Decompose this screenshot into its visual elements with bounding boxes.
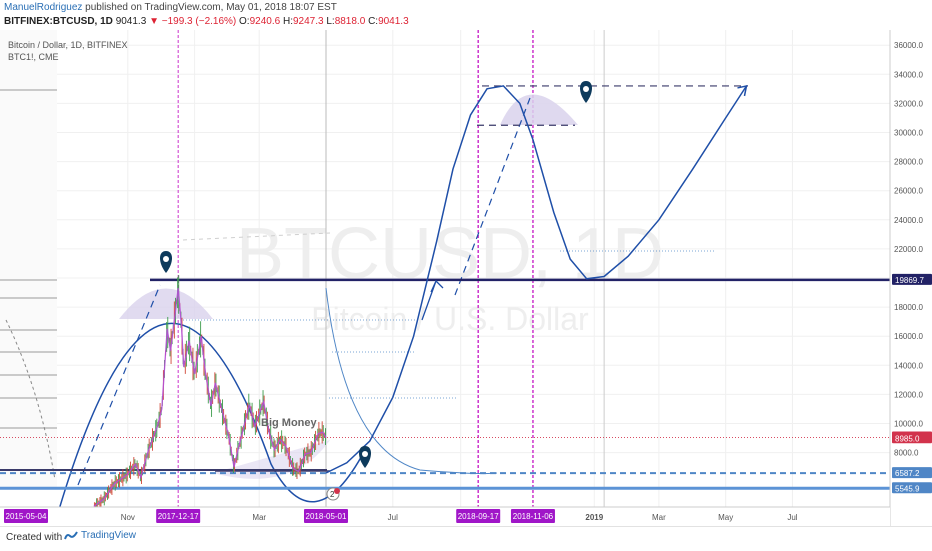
down-arrow-icon: ▼	[149, 16, 159, 27]
last-price: 9041.3	[115, 16, 147, 27]
legend-sub: BTC1!, CME	[8, 52, 59, 62]
y-tick-label: 36000.0	[894, 41, 923, 50]
chart-area[interactable]: BTCUSD, 1D Bitcoin / U.S. Dollar 2 Bitco…	[0, 30, 932, 526]
y-tick-label: 32000.0	[894, 99, 923, 108]
price-label-text: 8985.0	[895, 434, 920, 443]
y-tick-label: 12000.0	[894, 390, 923, 399]
y-tick-label: 18000.0	[894, 303, 923, 312]
legend-title: Bitcoin / Dollar, 1D, BITFINEX	[8, 40, 128, 50]
high-value: 9247.3	[292, 16, 324, 27]
price-label-box	[892, 482, 932, 494]
x-tick-label: May	[718, 513, 733, 522]
y-tick-label: 26000.0	[894, 187, 923, 196]
ohlc-line: BITFINEX:BTCUSD, 1D 9041.3 ▼ −199.3 (−2.…	[4, 16, 409, 27]
low-value: 8818.0	[334, 16, 366, 27]
location-pin-icon-hole	[163, 256, 169, 262]
open-value: 9240.6	[249, 16, 281, 27]
y-tick-label: 24000.0	[894, 216, 923, 225]
date-marker-text: 2018-09-17	[458, 512, 499, 521]
small-arrow	[421, 279, 444, 321]
y-tick-label: 30000.0	[894, 129, 923, 138]
x-tick-label: Jul	[388, 513, 398, 522]
time-axis-bg	[0, 507, 890, 526]
close-value: 9041.3	[378, 16, 409, 27]
footer-brand-name: TradingView	[81, 530, 137, 541]
location-pin-icon-hole	[362, 451, 368, 457]
series-line-btcusd	[93, 288, 327, 507]
location-pin-icon[interactable]	[160, 251, 172, 273]
date-marker-box	[456, 509, 501, 523]
location-pin-icon-hole	[583, 86, 589, 92]
date-marker-box	[510, 509, 555, 523]
left-dashed-trend	[77, 284, 161, 486]
chart-header: ManuelRodriguez published on TradingView…	[0, 0, 932, 30]
plot-background	[0, 30, 890, 507]
location-pin-icon[interactable]	[359, 446, 371, 468]
date-marker-text: 2017-12-17	[158, 512, 199, 521]
watermark-symbol: BTCUSD, 1D	[236, 214, 664, 294]
price-change: −199.3 (−2.16%)	[161, 16, 237, 27]
y-tick-label: 34000.0	[894, 70, 923, 79]
publish-info: published on TradingView.com, May 01, 20…	[85, 2, 337, 13]
high-label: H:	[282, 16, 293, 27]
footer-brand[interactable]: TradingView	[64, 530, 136, 541]
left-dashed-curve	[5, 319, 56, 481]
left-arc-curve	[57, 322, 366, 514]
publish-line: ManuelRodriguez published on TradingView…	[4, 2, 337, 13]
price-label-box	[892, 432, 932, 444]
date-marker-text: 2018-11-06	[513, 512, 554, 521]
date-marker-text: 2018-05-01	[306, 512, 347, 521]
y-tick-label: 10000.0	[894, 420, 923, 429]
alert-badge-count: 2	[330, 490, 335, 499]
location-pin-icon[interactable]	[580, 81, 592, 103]
price-label-box	[892, 467, 932, 479]
x-tick-label: 2019	[585, 513, 603, 522]
projection-arrowhead	[737, 84, 748, 97]
open-label: O:	[239, 16, 250, 27]
footer: Created with TradingView	[0, 526, 932, 551]
price-label-text: 6587.2	[895, 469, 920, 478]
big-money-label[interactable]: Big Money	[261, 417, 317, 429]
projection-curve	[325, 85, 748, 474]
watermark-name: Bitcoin / U.S. Dollar	[311, 301, 589, 337]
tradingview-logo-icon	[64, 530, 78, 539]
date-marker-box	[4, 509, 48, 523]
faint-dashed-line	[182, 232, 331, 241]
y-tick-label: 22000.0	[894, 245, 923, 254]
price-label-box	[892, 273, 932, 285]
y-tick-label: 16000.0	[894, 332, 923, 341]
x-tick-label: Mar	[652, 513, 666, 522]
alert-badge-icon[interactable]: 2	[326, 487, 340, 501]
alert-badge-dot	[334, 488, 340, 494]
price-label-text: 5545.9	[895, 484, 920, 493]
price-chart[interactable]: BTCUSD, 1D Bitcoin / U.S. Dollar 2 Bitco…	[0, 30, 932, 526]
footer-created-with: Created with	[6, 532, 63, 543]
x-tick-label: Jul	[787, 513, 797, 522]
x-tick-label: Mar	[252, 513, 266, 522]
y-tick-label: 14000.0	[894, 361, 923, 370]
y-tick-label: 8000.0	[894, 449, 919, 458]
fib-zone	[0, 30, 57, 490]
date-marker-box	[156, 509, 201, 523]
date-marker-text: 2015-05-04	[6, 512, 47, 521]
date-marker-box	[304, 509, 348, 523]
price-label-text: 19869.7	[895, 276, 924, 285]
y-tick-label: 28000.0	[894, 158, 923, 167]
top-arc-fill	[119, 288, 213, 319]
x-tick-label: Nov	[121, 513, 135, 522]
close-label: C:	[368, 16, 379, 27]
symbol-label: BITFINEX:BTCUSD, 1D	[4, 16, 113, 27]
low-label: L:	[326, 16, 335, 27]
author-link[interactable]: ManuelRodriguez	[4, 2, 83, 13]
